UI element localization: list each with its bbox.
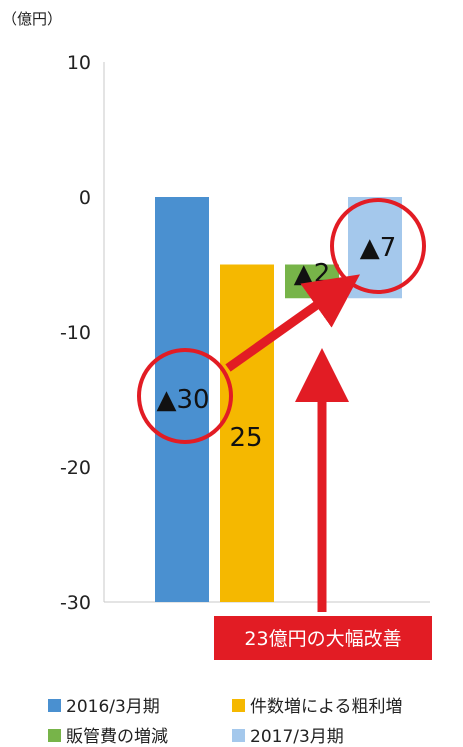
legend-swatch (232, 729, 245, 742)
y-tick-label: -20 (60, 457, 91, 479)
data-label: ▲2 (294, 259, 331, 289)
legend-swatch (48, 729, 61, 742)
improvement-callout-text: 23億円の大幅改善 (244, 628, 401, 650)
bars (155, 197, 402, 602)
highlight-circle-end (330, 198, 426, 294)
bar (220, 264, 274, 602)
y-tick-label: -10 (60, 322, 91, 344)
data-label: ▲30 (156, 385, 209, 415)
legend-label: 2017/3月期 (250, 727, 344, 747)
data-label: 25 (229, 423, 262, 453)
highlight-circle-start (137, 348, 233, 444)
improvement-diagonal-arrow (225, 274, 361, 372)
legend-swatch (232, 699, 245, 712)
data-label: ▲7 (360, 233, 397, 263)
unit-label: （億円） (2, 10, 62, 28)
legend-swatch (48, 699, 61, 712)
y-tick-labels: 10 0 -10 -20 -30 (60, 52, 91, 614)
y-tick-label: 0 (79, 187, 91, 209)
improvement-annotation: 23億円の大幅改善 (137, 198, 432, 660)
legend-label: 件数増による粗利増 (250, 697, 403, 717)
legend-label: 2016/3月期 (66, 697, 160, 717)
legend-label: 販管費の増減 (66, 727, 168, 747)
y-tick-label: -30 (60, 592, 91, 614)
bar (155, 197, 209, 602)
improvement-callout-box (214, 616, 432, 660)
y-tick-label: 10 (67, 52, 91, 74)
